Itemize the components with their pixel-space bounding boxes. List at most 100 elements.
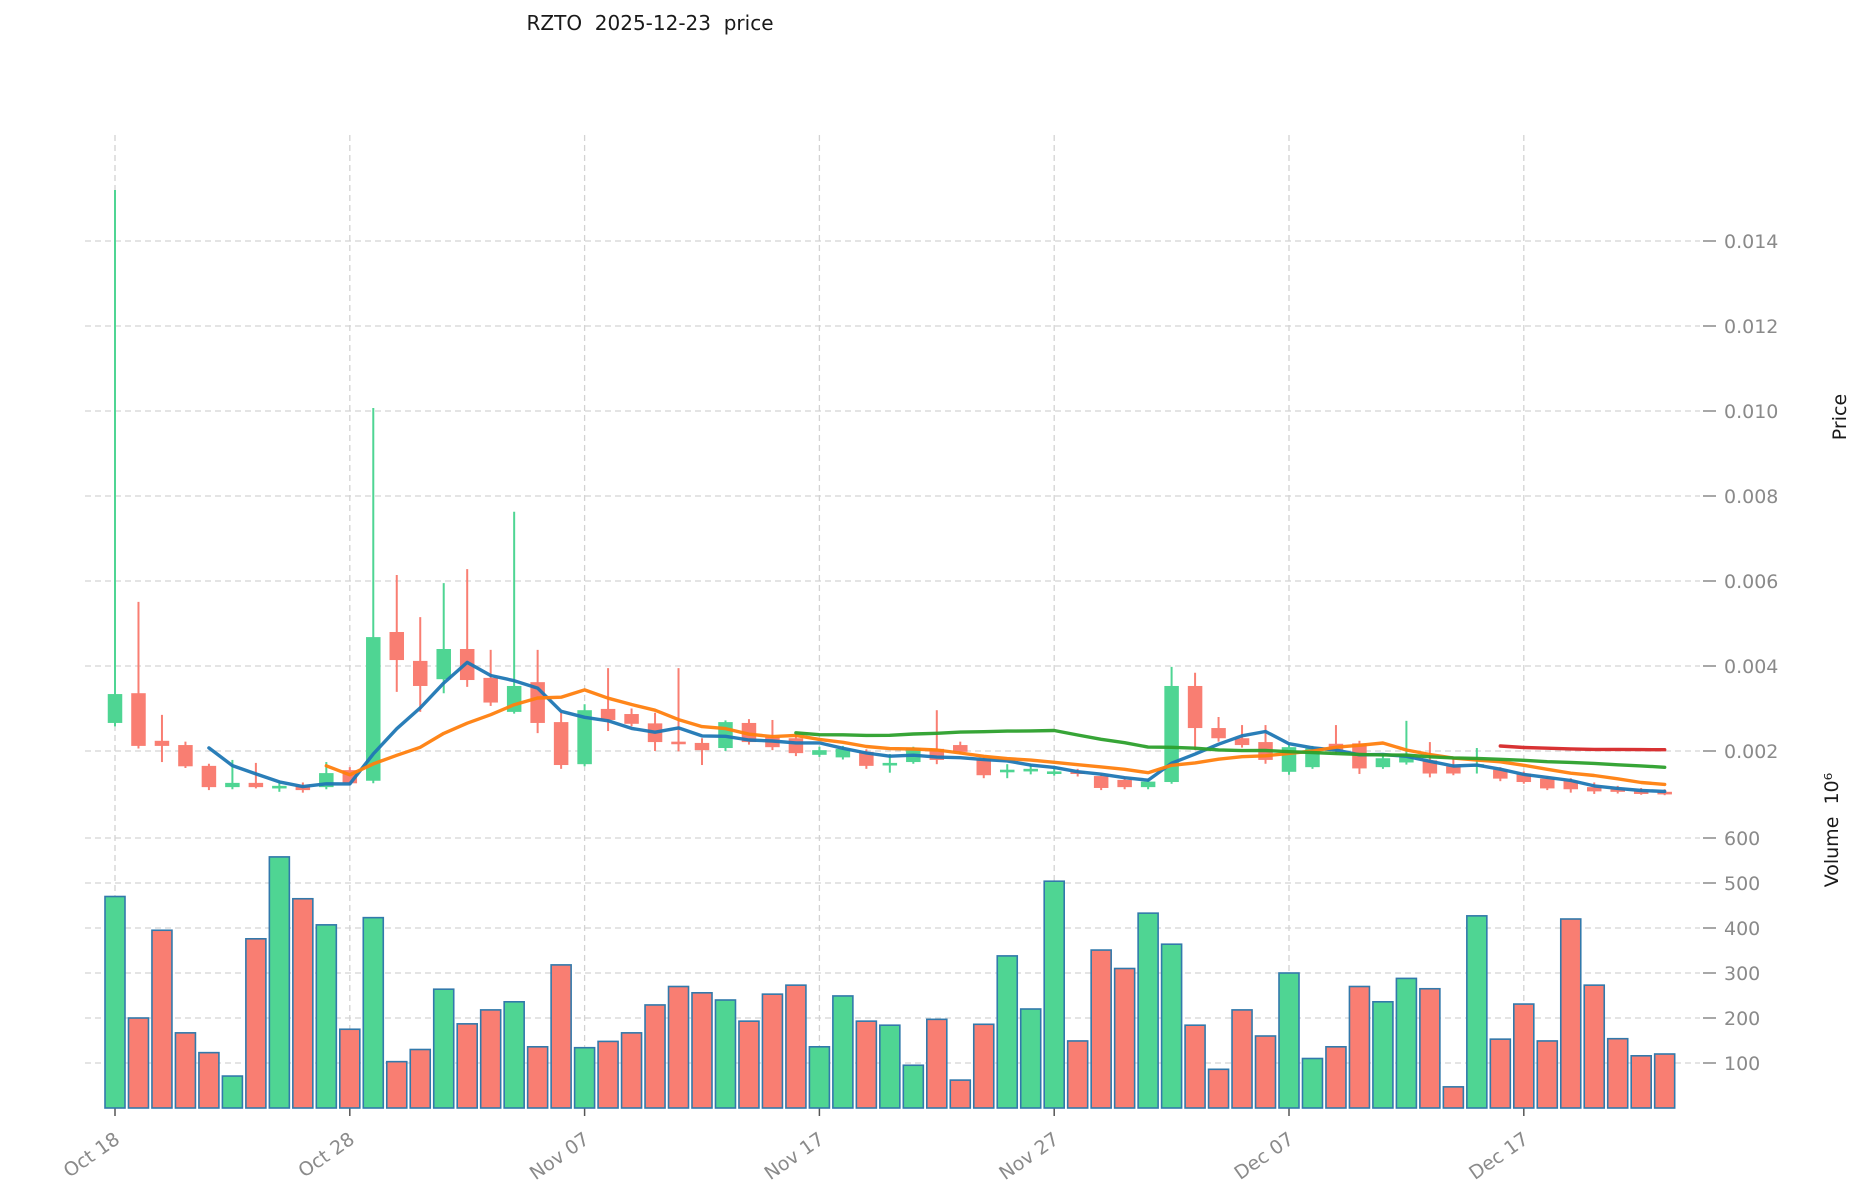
candle-body bbox=[976, 759, 992, 776]
candle-body bbox=[1046, 771, 1062, 774]
moving-average-line bbox=[1498, 744, 1667, 752]
x-tick-label: Dec 17 bbox=[1465, 1128, 1532, 1184]
volume-bar bbox=[1066, 1040, 1089, 1109]
volume-bar bbox=[714, 999, 737, 1109]
price-tick-label: 0.010 bbox=[1724, 401, 1778, 423]
moving-average-line bbox=[207, 660, 1667, 794]
volume-tick-label: 200 bbox=[1724, 1008, 1760, 1030]
moving-average-line bbox=[324, 688, 1667, 787]
volume-bar bbox=[573, 1046, 596, 1109]
volume-bar bbox=[1489, 1038, 1512, 1109]
volume-bar bbox=[1184, 1024, 1206, 1109]
candle-body bbox=[366, 637, 381, 781]
candle-body bbox=[1164, 685, 1179, 783]
volume-bar bbox=[1019, 1008, 1042, 1109]
price-tick-label: 0.002 bbox=[1724, 741, 1778, 763]
volume-bar bbox=[1160, 943, 1183, 1109]
x-tick-label: Oct 18 bbox=[60, 1128, 124, 1182]
candle-body bbox=[882, 762, 898, 766]
volume-bar bbox=[620, 1032, 643, 1109]
volume-bar bbox=[362, 916, 385, 1109]
candle-body bbox=[248, 782, 264, 788]
candle-body bbox=[1187, 685, 1203, 729]
candle-body bbox=[1586, 787, 1602, 792]
volume-bar bbox=[1653, 1053, 1676, 1109]
volume-tick-label: 500 bbox=[1724, 873, 1760, 895]
volume-bar bbox=[245, 937, 267, 1109]
candle-body bbox=[553, 722, 569, 766]
volume-bar bbox=[456, 1023, 479, 1109]
volume-bar bbox=[785, 984, 807, 1109]
volume-bar bbox=[151, 929, 173, 1109]
volume-bar bbox=[1090, 949, 1112, 1109]
volume-bar bbox=[479, 1009, 502, 1109]
price-axis-ticks: 0.002 0.004 0.006 0.008 0.010 0.012 0.014 bbox=[1703, 231, 1778, 763]
volume-bar bbox=[1301, 1057, 1324, 1109]
volume-bar bbox=[104, 895, 126, 1109]
x-tick-label: Nov 07 bbox=[526, 1128, 594, 1185]
candle-body bbox=[999, 769, 1015, 773]
candle-body bbox=[107, 694, 123, 723]
candle-body bbox=[436, 649, 451, 680]
candle-body bbox=[1211, 728, 1226, 739]
candle-body bbox=[671, 741, 686, 745]
candle-body bbox=[1117, 779, 1132, 788]
price-axis-label: Price bbox=[1829, 394, 1851, 440]
candle-body bbox=[1563, 780, 1579, 790]
volume-bar bbox=[1113, 967, 1136, 1109]
volume-bar bbox=[1630, 1055, 1652, 1109]
volume-bar bbox=[949, 1079, 972, 1109]
candle-body bbox=[1657, 791, 1672, 795]
volume-bar bbox=[1583, 984, 1606, 1109]
volume-bar bbox=[1137, 912, 1159, 1109]
volume-bar bbox=[385, 1060, 408, 1109]
candle-body bbox=[272, 785, 287, 789]
candle-body bbox=[412, 660, 428, 686]
volume-bar bbox=[667, 985, 690, 1109]
volume-bar bbox=[1536, 1040, 1559, 1109]
volume-bar bbox=[174, 1032, 197, 1109]
volume-bar bbox=[855, 1020, 878, 1109]
price-tick-label: 0.006 bbox=[1724, 571, 1778, 593]
volume-tick-label: 300 bbox=[1724, 963, 1760, 985]
date-axis-ticks: Oct 18 Oct 28 Nov 07 Nov 17 Nov 27 Dec 07 Dec … bbox=[60, 1108, 1533, 1185]
x-tick-label: Nov 27 bbox=[995, 1128, 1063, 1185]
candle-body bbox=[788, 738, 804, 754]
volume-bar bbox=[127, 1017, 150, 1109]
candle-body bbox=[835, 748, 851, 758]
volume-bar bbox=[972, 1023, 995, 1109]
candle-body bbox=[1633, 791, 1649, 794]
candle-body bbox=[1446, 766, 1461, 774]
volume-bar bbox=[1254, 1035, 1277, 1109]
candle-body bbox=[624, 714, 639, 724]
volume-bar bbox=[879, 1024, 901, 1109]
candle-body bbox=[389, 632, 405, 661]
candle-body bbox=[1516, 773, 1532, 783]
volume-bar bbox=[526, 1046, 549, 1109]
volume-bar bbox=[409, 1048, 432, 1109]
volume-axis-ticks: 100 200 300 400 500 600 bbox=[1703, 828, 1760, 1075]
candle-body bbox=[859, 751, 874, 766]
volume-bar bbox=[1372, 1000, 1394, 1109]
candle-body bbox=[1610, 789, 1625, 792]
candle-body bbox=[178, 745, 193, 767]
volume-bar bbox=[1207, 1068, 1230, 1109]
volume-bar bbox=[221, 1075, 244, 1109]
price-tick-label: 0.008 bbox=[1724, 486, 1778, 508]
candle-body bbox=[1375, 758, 1391, 768]
candle-body bbox=[225, 782, 240, 788]
volume-bar bbox=[338, 1028, 361, 1109]
volume-bar bbox=[1466, 915, 1488, 1109]
candlesticks bbox=[107, 190, 1672, 796]
volume-bar bbox=[1348, 985, 1371, 1109]
moving-average-line bbox=[794, 728, 1667, 769]
candle-body bbox=[131, 693, 146, 746]
moving-average-lines bbox=[207, 660, 1667, 794]
candle-body bbox=[577, 710, 592, 765]
candle-body bbox=[812, 750, 827, 755]
volume-bar bbox=[1231, 1009, 1253, 1109]
x-tick-label: Nov 17 bbox=[761, 1128, 829, 1185]
candle-body bbox=[1234, 738, 1250, 746]
volume-tick-label: 400 bbox=[1724, 918, 1760, 940]
